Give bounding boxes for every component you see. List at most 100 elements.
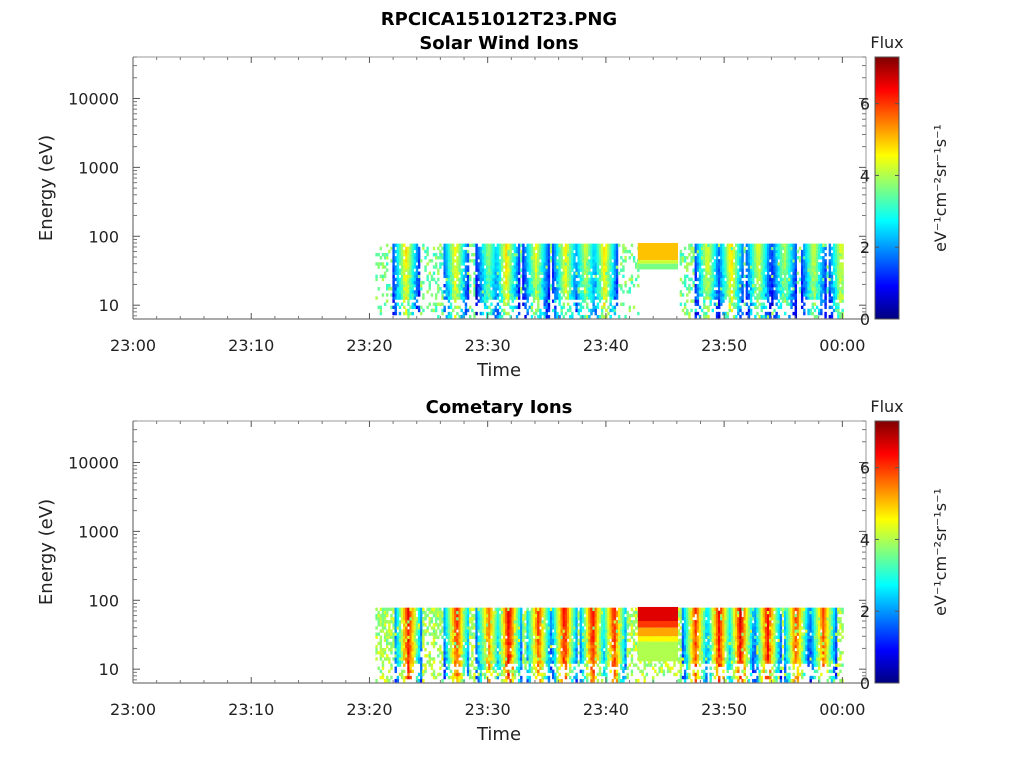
x-tick-label: 23:30 [465, 336, 511, 355]
heatmap-cell [511, 290, 514, 294]
heatmap-cell [396, 620, 400, 624]
heatmap-cell [611, 249, 615, 254]
heatmap-cell [586, 287, 589, 291]
heatmap-cell [581, 290, 585, 294]
heatmap-cell [422, 308, 425, 313]
heatmap-cell [494, 280, 497, 285]
heatmap-cell [537, 305, 540, 310]
heatmap-cell [596, 305, 600, 310]
heatmap-cell [479, 287, 483, 291]
heatmap-cell [613, 296, 617, 300]
heatmap-cell [788, 252, 791, 257]
heatmap-cell [451, 632, 455, 636]
heatmap-cell [403, 638, 406, 643]
heatmap-cell [454, 644, 457, 649]
heatmap-cell [483, 259, 487, 263]
heatmap-cell [760, 271, 763, 275]
heatmap-cell [541, 265, 544, 269]
heatmap-cell [737, 283, 740, 288]
heatmap-cell [407, 314, 410, 319]
heatmap-cell [492, 635, 495, 639]
heatmap-cell [562, 290, 566, 294]
heatmap-cell [607, 259, 610, 263]
heatmap-cell [554, 314, 557, 319]
heatmap-cell [632, 256, 636, 260]
heatmap-cell [381, 277, 385, 282]
heatmap-cell [528, 644, 532, 649]
heatmap-cell [815, 283, 819, 288]
heatmap-cell [620, 283, 623, 288]
heatmap-cell [522, 246, 525, 251]
heatmap-cell [513, 629, 517, 633]
heatmap-cell [415, 277, 419, 282]
heatmap-cell [837, 243, 840, 248]
heatmap-cell [524, 314, 527, 319]
heatmap-cell [775, 296, 778, 300]
heatmap-cell [788, 314, 791, 319]
heatmap-cell [539, 293, 542, 297]
heatmap-cell [713, 262, 717, 266]
heatmap-cell [792, 311, 795, 316]
heatmap-cell [583, 243, 587, 248]
heatmap-cell [711, 262, 715, 266]
heatmap-cell [575, 280, 578, 285]
heatmap-cell [451, 277, 455, 282]
heatmap-cell [579, 274, 583, 279]
heatmap-cell [543, 610, 546, 615]
heatmap-cell [800, 290, 804, 294]
heatmap-cell [522, 657, 525, 661]
heatmap-cell [758, 277, 761, 282]
heatmap-cell [539, 610, 542, 615]
heatmap-cell [573, 290, 576, 294]
heatmap-cell [775, 280, 778, 285]
heatmap-cell [824, 246, 827, 251]
heatmap-cell [509, 657, 512, 661]
heatmap-cell [583, 252, 587, 257]
heatmap-cell [600, 314, 604, 319]
heatmap-cell [762, 314, 766, 319]
heatmap-cell [434, 610, 438, 615]
heatmap-cell [449, 305, 453, 310]
heatmap-cell [613, 293, 617, 297]
heatmap-cell [598, 262, 602, 266]
heatmap-cell [690, 277, 693, 282]
heatmap-cell [458, 629, 461, 633]
heatmap-cell [511, 651, 514, 655]
heatmap-cell [756, 259, 759, 263]
heatmap-cell [835, 296, 838, 300]
heatmap-cell [475, 249, 478, 254]
heatmap-cell [428, 623, 431, 627]
heatmap-cell [460, 651, 463, 655]
heatmap-cell [741, 243, 744, 248]
heatmap-cell [762, 274, 766, 279]
heatmap-cell [592, 249, 595, 254]
heatmap-cell [545, 647, 549, 652]
heatmap-cell [413, 246, 417, 251]
heatmap-cell [458, 660, 461, 664]
heatmap-cell [413, 293, 417, 297]
heatmap-cell [451, 654, 455, 658]
heatmap-cell [439, 252, 442, 257]
heatmap-cell [447, 635, 451, 639]
heatmap-cell [547, 243, 551, 248]
heatmap-cell [592, 268, 595, 272]
heatmap-cell [394, 287, 397, 291]
heatmap-cell [720, 249, 723, 254]
heatmap-cell [494, 644, 497, 649]
heatmap-cell [781, 299, 785, 303]
heatmap-cell [756, 246, 759, 251]
heatmap-cell [766, 249, 770, 254]
heatmap-cell [513, 249, 517, 254]
heatmap-cell [398, 311, 402, 316]
heatmap-cell [386, 638, 389, 643]
heatmap-cell [562, 246, 566, 251]
heatmap-cell [598, 314, 602, 319]
heatmap-cell [428, 283, 431, 288]
heatmap-cell [475, 311, 478, 316]
heatmap-cell [709, 252, 712, 257]
heatmap-cell [447, 675, 451, 680]
heatmap-cell [794, 311, 798, 316]
heatmap-cell [513, 274, 517, 279]
heatmap-cell [471, 644, 474, 649]
heatmap-cell [590, 293, 593, 297]
